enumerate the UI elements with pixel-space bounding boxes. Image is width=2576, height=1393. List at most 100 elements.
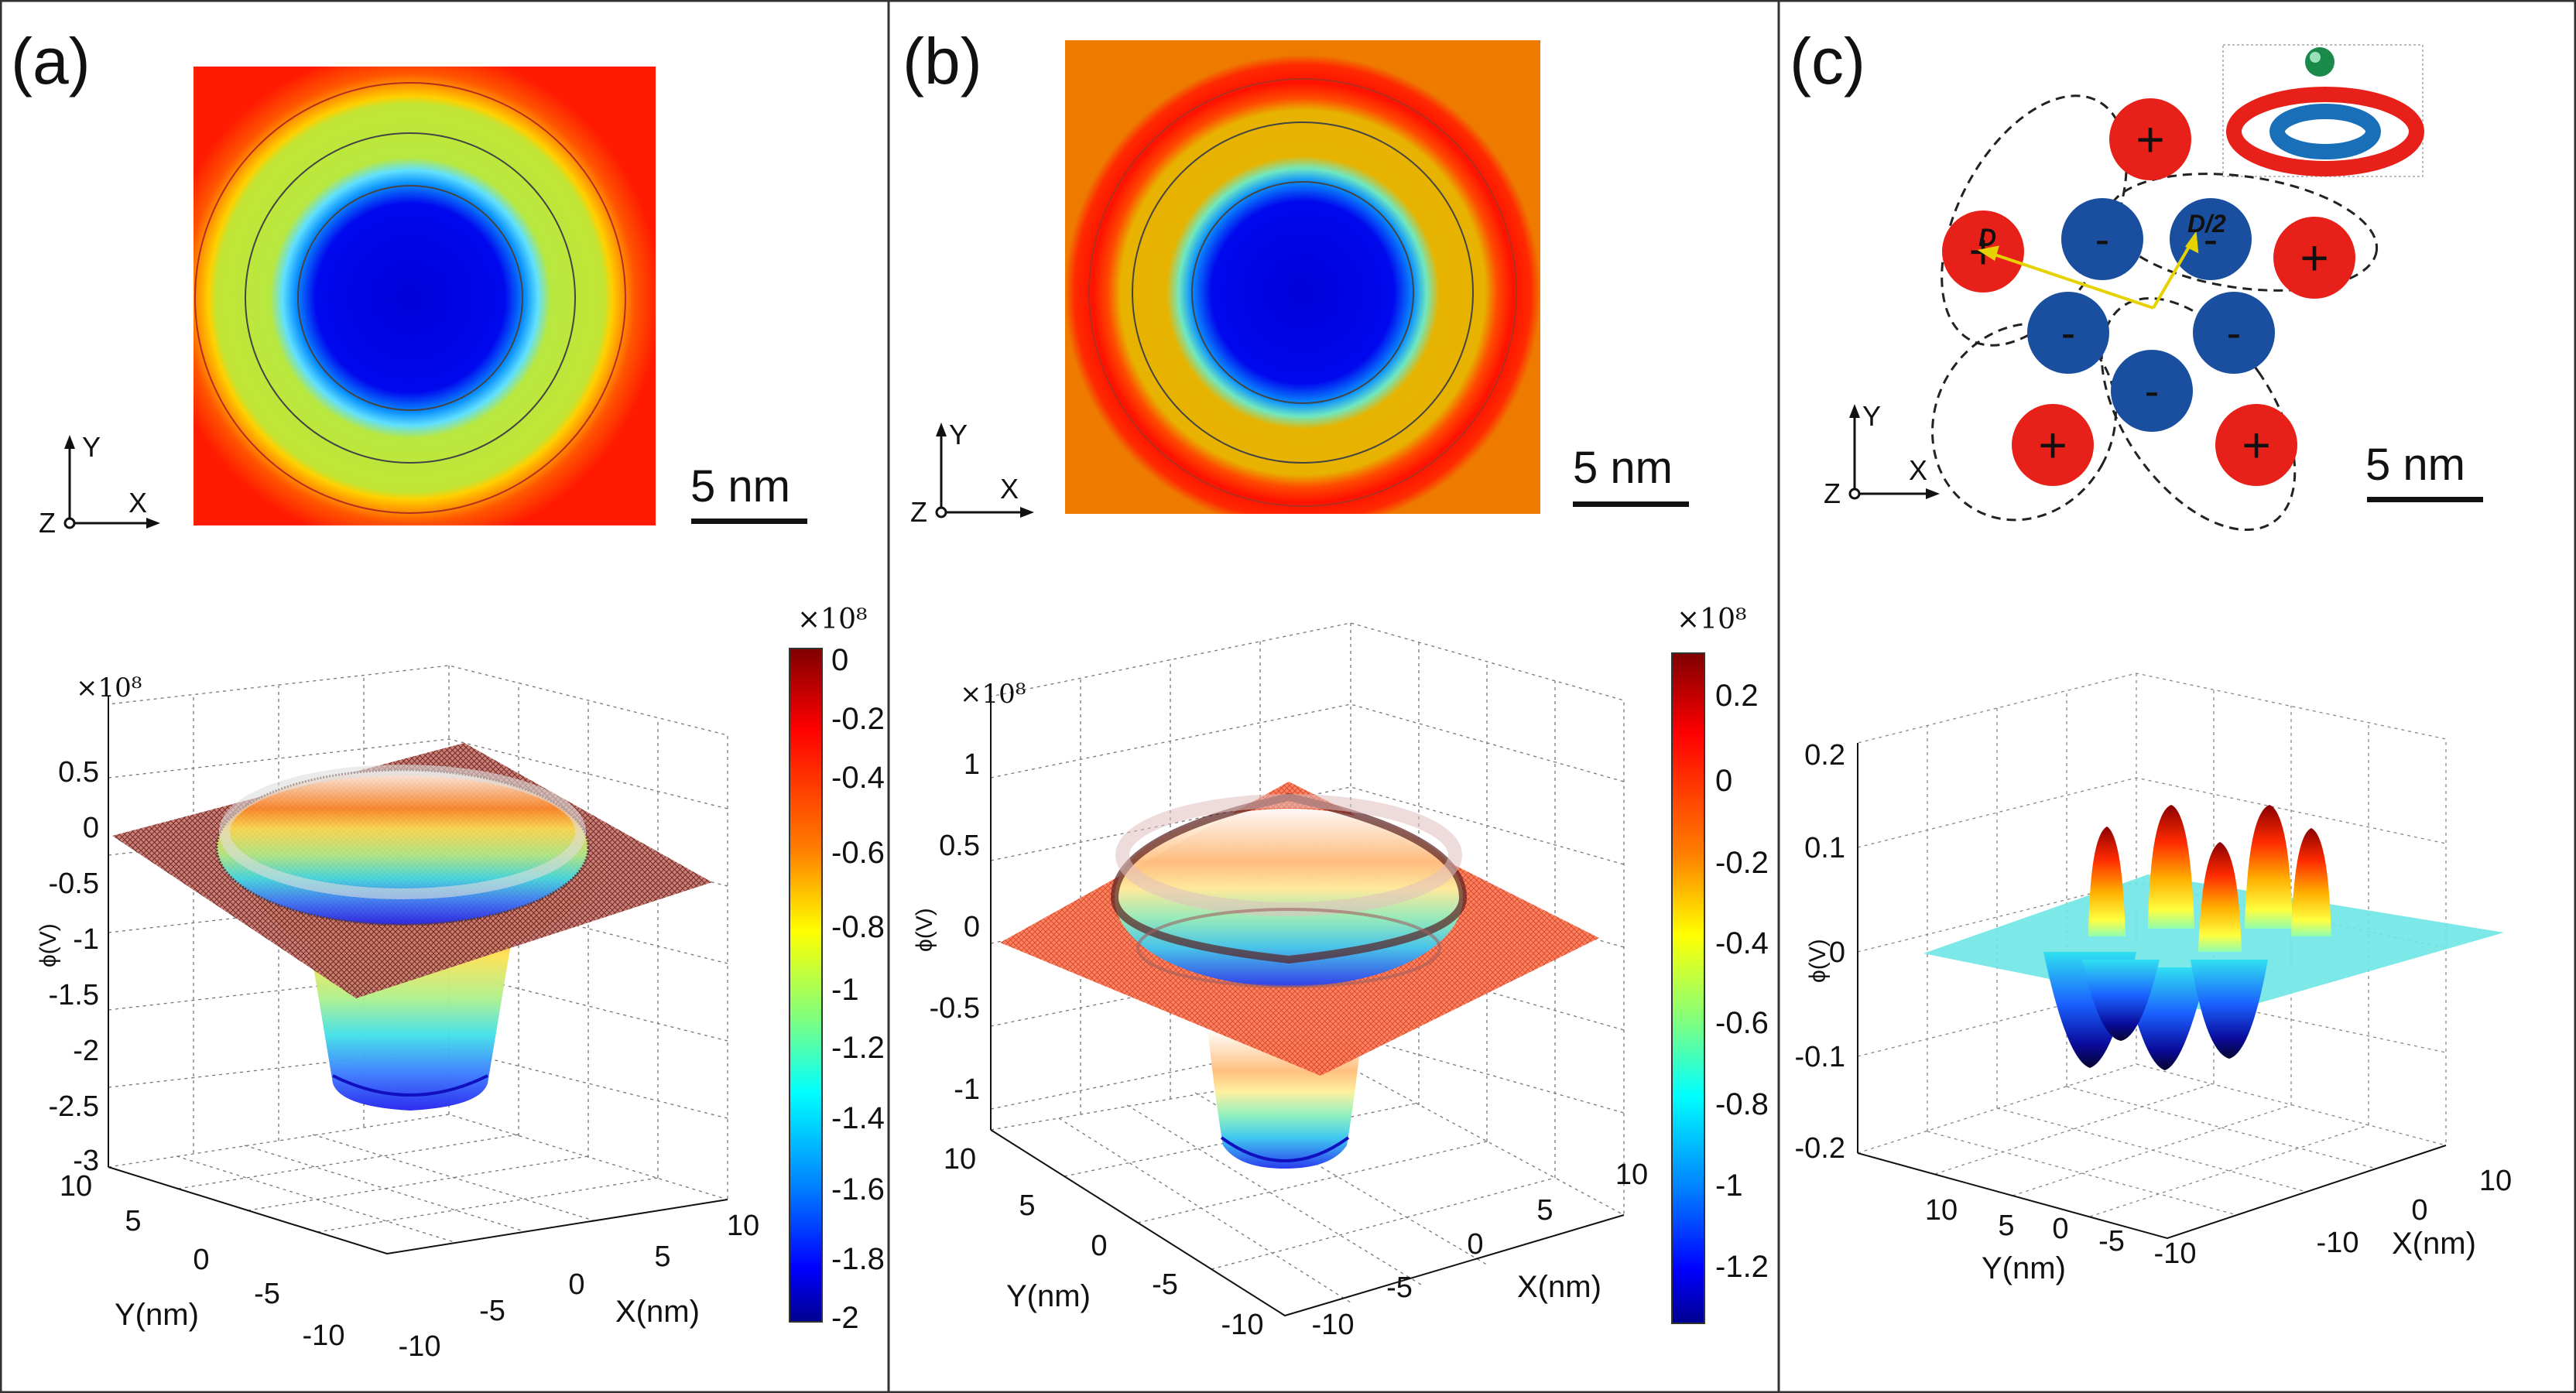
axis-x-label-a: X [128,487,147,519]
xtick: 10 [1615,1159,1648,1191]
cbar-tick: 0.2 [1715,679,1759,713]
surface-xlabel-a: X(nm) [615,1295,700,1329]
anion [2027,292,2109,374]
ztick: -0.5 [49,868,99,900]
spacing-label-half: D/2 [2187,210,2226,238]
surface-exponent-b: ×10⁸ [960,679,1026,710]
cbar-tick: -0.8 [1715,1087,1769,1121]
ztick: 0.2 [1804,739,1845,772]
xtick: 10 [2479,1165,2512,1197]
cbar-tick: -0.6 [1715,1006,1769,1040]
ytick: -10 [2154,1237,2197,1270]
cation [2215,404,2297,486]
xtick: 0 [2411,1194,2427,1227]
cbar-tick: -2 [831,1301,859,1335]
xtick: -10 [399,1330,441,1363]
axis-y-label-a: Y [82,431,101,463]
surface-exponent-a: ×10⁸ [76,673,142,703]
scalebar-label-a: 5 nm [690,461,790,512]
ztick: -1 [73,923,99,956]
panel-c: (c) [1790,25,2512,1285]
xtick: -5 [1386,1271,1413,1304]
wells [2043,952,2268,1070]
surface-ylabel-a: Y(nm) [115,1298,199,1332]
cbar-tick: -0.2 [1715,846,1769,880]
potential-map-b [1065,40,1540,514]
scalebar-label-b: 5 nm [1573,443,1673,493]
colorbar-a: ×10⁸ 0 -0.2 -0.4 -0.6 -0.8 -1 -1.2 -1.4 … [789,604,885,1335]
ytick: 5 [125,1205,141,1237]
anion [2111,350,2193,432]
ztick: -1 [954,1073,980,1106]
axis-z-label-b: Z [910,496,927,528]
ztick: -1.5 [49,979,99,1011]
xtick: 0 [1467,1228,1483,1261]
cation-symbol: + [2242,417,2270,473]
ytick: 10 [60,1170,92,1203]
ytick: 0 [193,1244,209,1276]
axis-z-label-c: Z [1824,477,1841,509]
ytick: 5 [1998,1210,2014,1242]
ytick: 0 [2052,1213,2068,1245]
scalebar-label-c: 5 nm [2365,440,2465,490]
surface-ylabel-c: Y(nm) [1982,1251,2066,1285]
inset-schematic [2222,44,2424,177]
cbar-tick: -1 [1715,1169,1743,1203]
cation-symbol: + [2136,111,2164,167]
anion-symbol: - [2061,308,2076,357]
surface-plot-b: ×10⁸ ϕ(V) 1 0.5 0 -0.5 -1 10 5 0 -5 -10 … [912,622,1648,1341]
ytick: -10 [1221,1309,1264,1341]
xtick: -10 [2317,1227,2359,1259]
axis-y-label-c: Y [1862,400,1881,432]
ztick: -3 [73,1145,99,1177]
ytick: 0 [1091,1230,1107,1262]
cbar-tick: -0.4 [831,761,885,795]
xtick: 5 [654,1241,670,1273]
axis-x-label-b: X [1000,473,1019,505]
cbar-tick: -0.4 [1715,926,1769,960]
panel-label-b: (b) [903,25,982,98]
surface-zlabel-a: ϕ(V) [36,923,61,967]
panel-label-c: (c) [1790,25,1865,98]
ztick: 0 [964,911,980,943]
anion [2193,292,2275,374]
panel-a: (a) Y X Z 5 nm [11,25,885,1363]
colorbar-exponent-b: ×10⁸ [1677,604,1746,635]
cbar-tick: -1.6 [831,1172,885,1206]
potential-map-a [194,67,656,525]
spacing-label-d: D [1978,224,1996,252]
xtick: 0 [568,1268,584,1301]
cbar-tick: -0.8 [831,910,885,944]
surface-yticks-a: 10 5 0 -5 -10 [60,1170,345,1352]
surface-plot-c: ϕ(V) 0.2 0.1 0 -0.1 -0.2 10 5 0 -5 -10 Y… [1795,673,2512,1285]
xtick: -5 [479,1295,505,1327]
cbar-tick: -1.2 [831,1031,885,1065]
colorbar-exponent-a: ×10⁸ [797,604,867,635]
ztick: -2 [73,1035,99,1067]
ion-arrangement: + + + + + - - - - - D D/2 [1931,94,2379,532]
axis-x-label-c: X [1909,454,1927,486]
cation [2273,217,2355,299]
scalebar-c: 5 nm [2365,440,2483,502]
ytick: -5 [1152,1268,1178,1301]
xtick: 10 [727,1210,759,1242]
cbar-tick: -1.4 [831,1101,885,1135]
scalebar-a: 5 nm [690,461,807,524]
panel-b: (b) Y X Z 5 nm [903,25,1769,1341]
anion [2170,198,2252,280]
surface-zlabel-c: ϕ(V) [1805,939,1831,983]
ytick: -5 [2098,1225,2125,1258]
cbar-tick: 0 [831,643,848,677]
cation-symbol: + [2300,230,2328,286]
xtick: 5 [1536,1194,1553,1227]
cbar-tick: 0 [1715,764,1732,798]
anion-symbol: - [2227,308,2242,357]
coordinate-axes-b: Y X Z [910,419,1034,528]
scalebar-b: 5 nm [1573,443,1689,507]
ztick: 1 [964,748,980,781]
xtick: -10 [1312,1309,1355,1341]
coordinate-axes-c: Y X Z [1824,400,1940,509]
ytick: -5 [254,1278,280,1310]
ztick: -0.1 [1795,1041,1845,1073]
coordinate-axes-a: Y X Z [39,431,160,539]
